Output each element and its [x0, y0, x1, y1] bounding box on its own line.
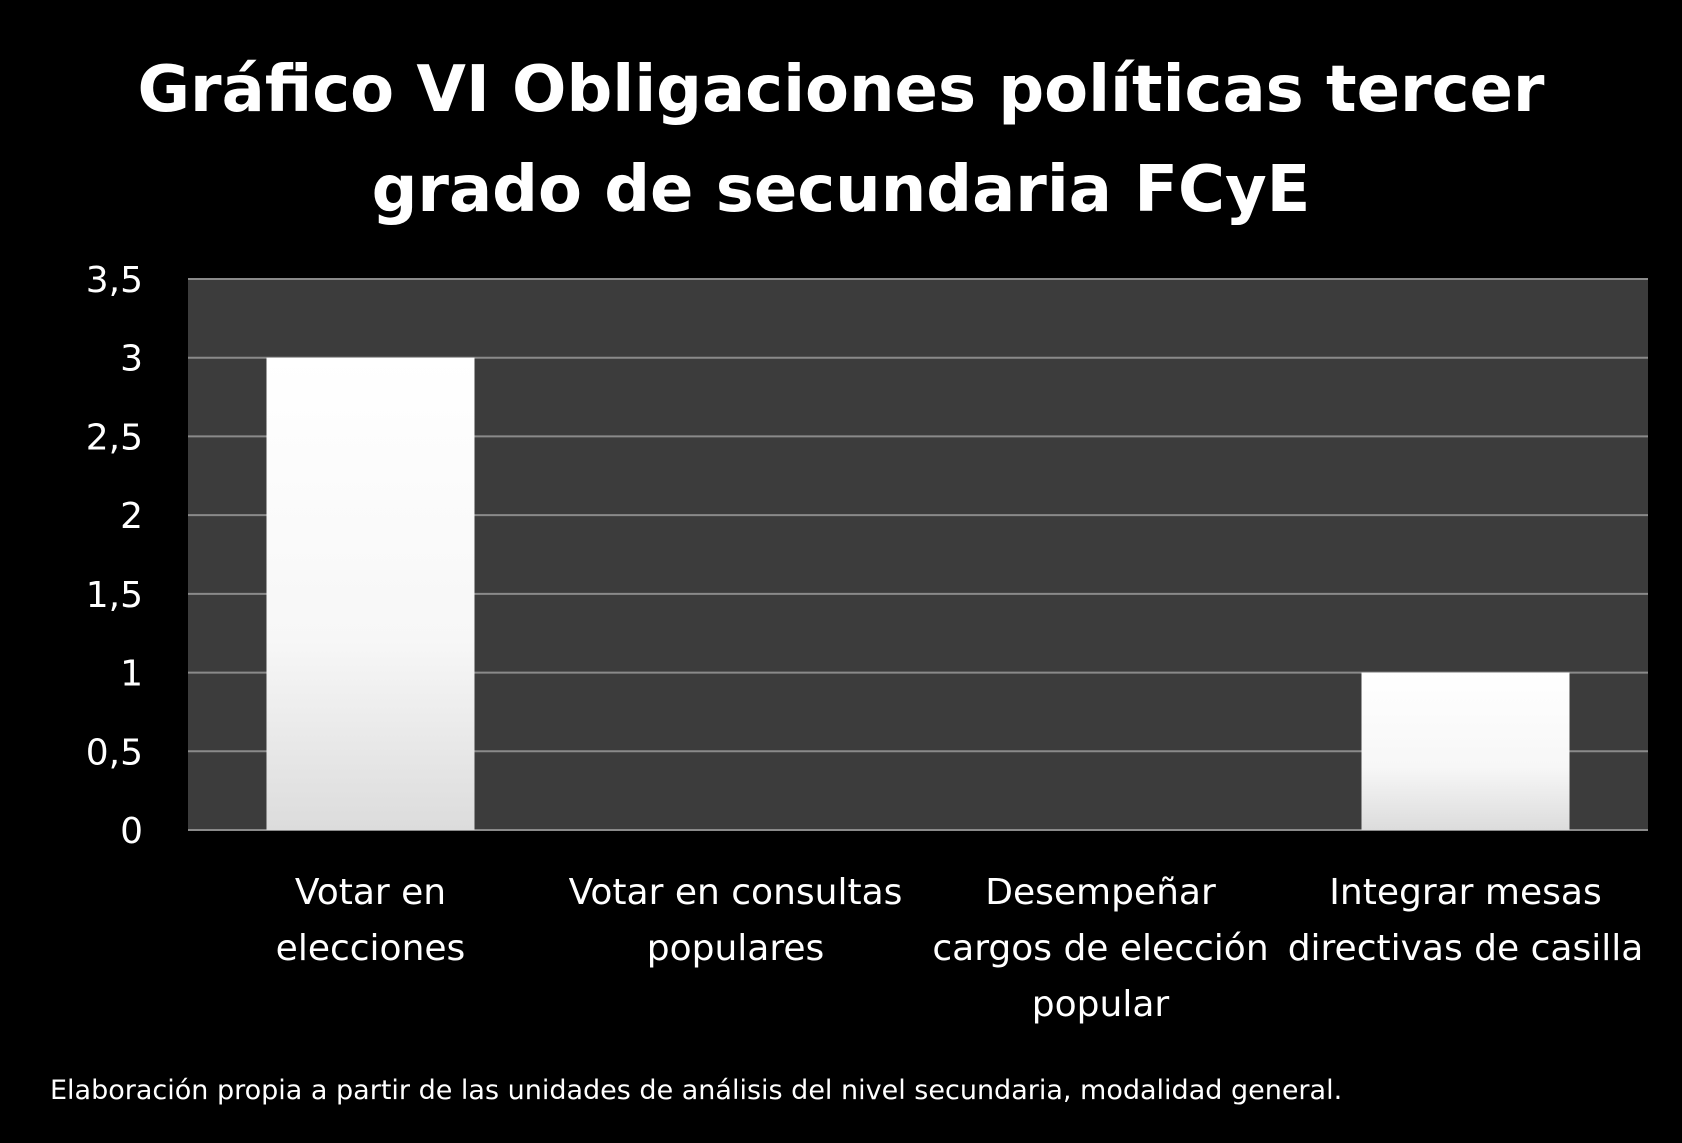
- y-tick-label: 1: [120, 654, 143, 695]
- x-category-label: populares: [647, 928, 825, 969]
- source-note: Elaboración propia a partir de las unida…: [50, 1075, 1343, 1106]
- y-tick-label: 3,5: [86, 260, 143, 301]
- chart-title: Gráfico VI Obligaciones políticas tercer…: [0, 40, 1682, 240]
- x-category-label: Integrar mesas: [1329, 872, 1601, 913]
- bar: [266, 357, 475, 830]
- y-tick-label: 0: [120, 811, 143, 852]
- x-category-label: cargos de elección: [932, 928, 1268, 969]
- y-tick-label: 2: [120, 496, 143, 537]
- x-category-label: popular: [1032, 984, 1170, 1025]
- x-category-label: elecciones: [276, 928, 466, 969]
- x-category-label: Votar en consultas: [569, 872, 903, 913]
- x-category-label: directivas de casilla: [1288, 928, 1644, 969]
- y-tick-label: 3: [120, 339, 143, 380]
- y-tick-label: 0,5: [86, 732, 143, 773]
- y-tick-label: 2,5: [86, 417, 143, 458]
- bar: [1361, 672, 1570, 830]
- x-category-label: Votar en: [295, 872, 446, 913]
- chart-title-line-1: Gráfico VI Obligaciones políticas tercer: [137, 53, 1545, 127]
- y-tick-label: 1,5: [86, 575, 143, 616]
- chart-title-line-2: grado de secundaria FCyE: [371, 153, 1311, 227]
- x-category-label: Desempeñar: [985, 872, 1216, 913]
